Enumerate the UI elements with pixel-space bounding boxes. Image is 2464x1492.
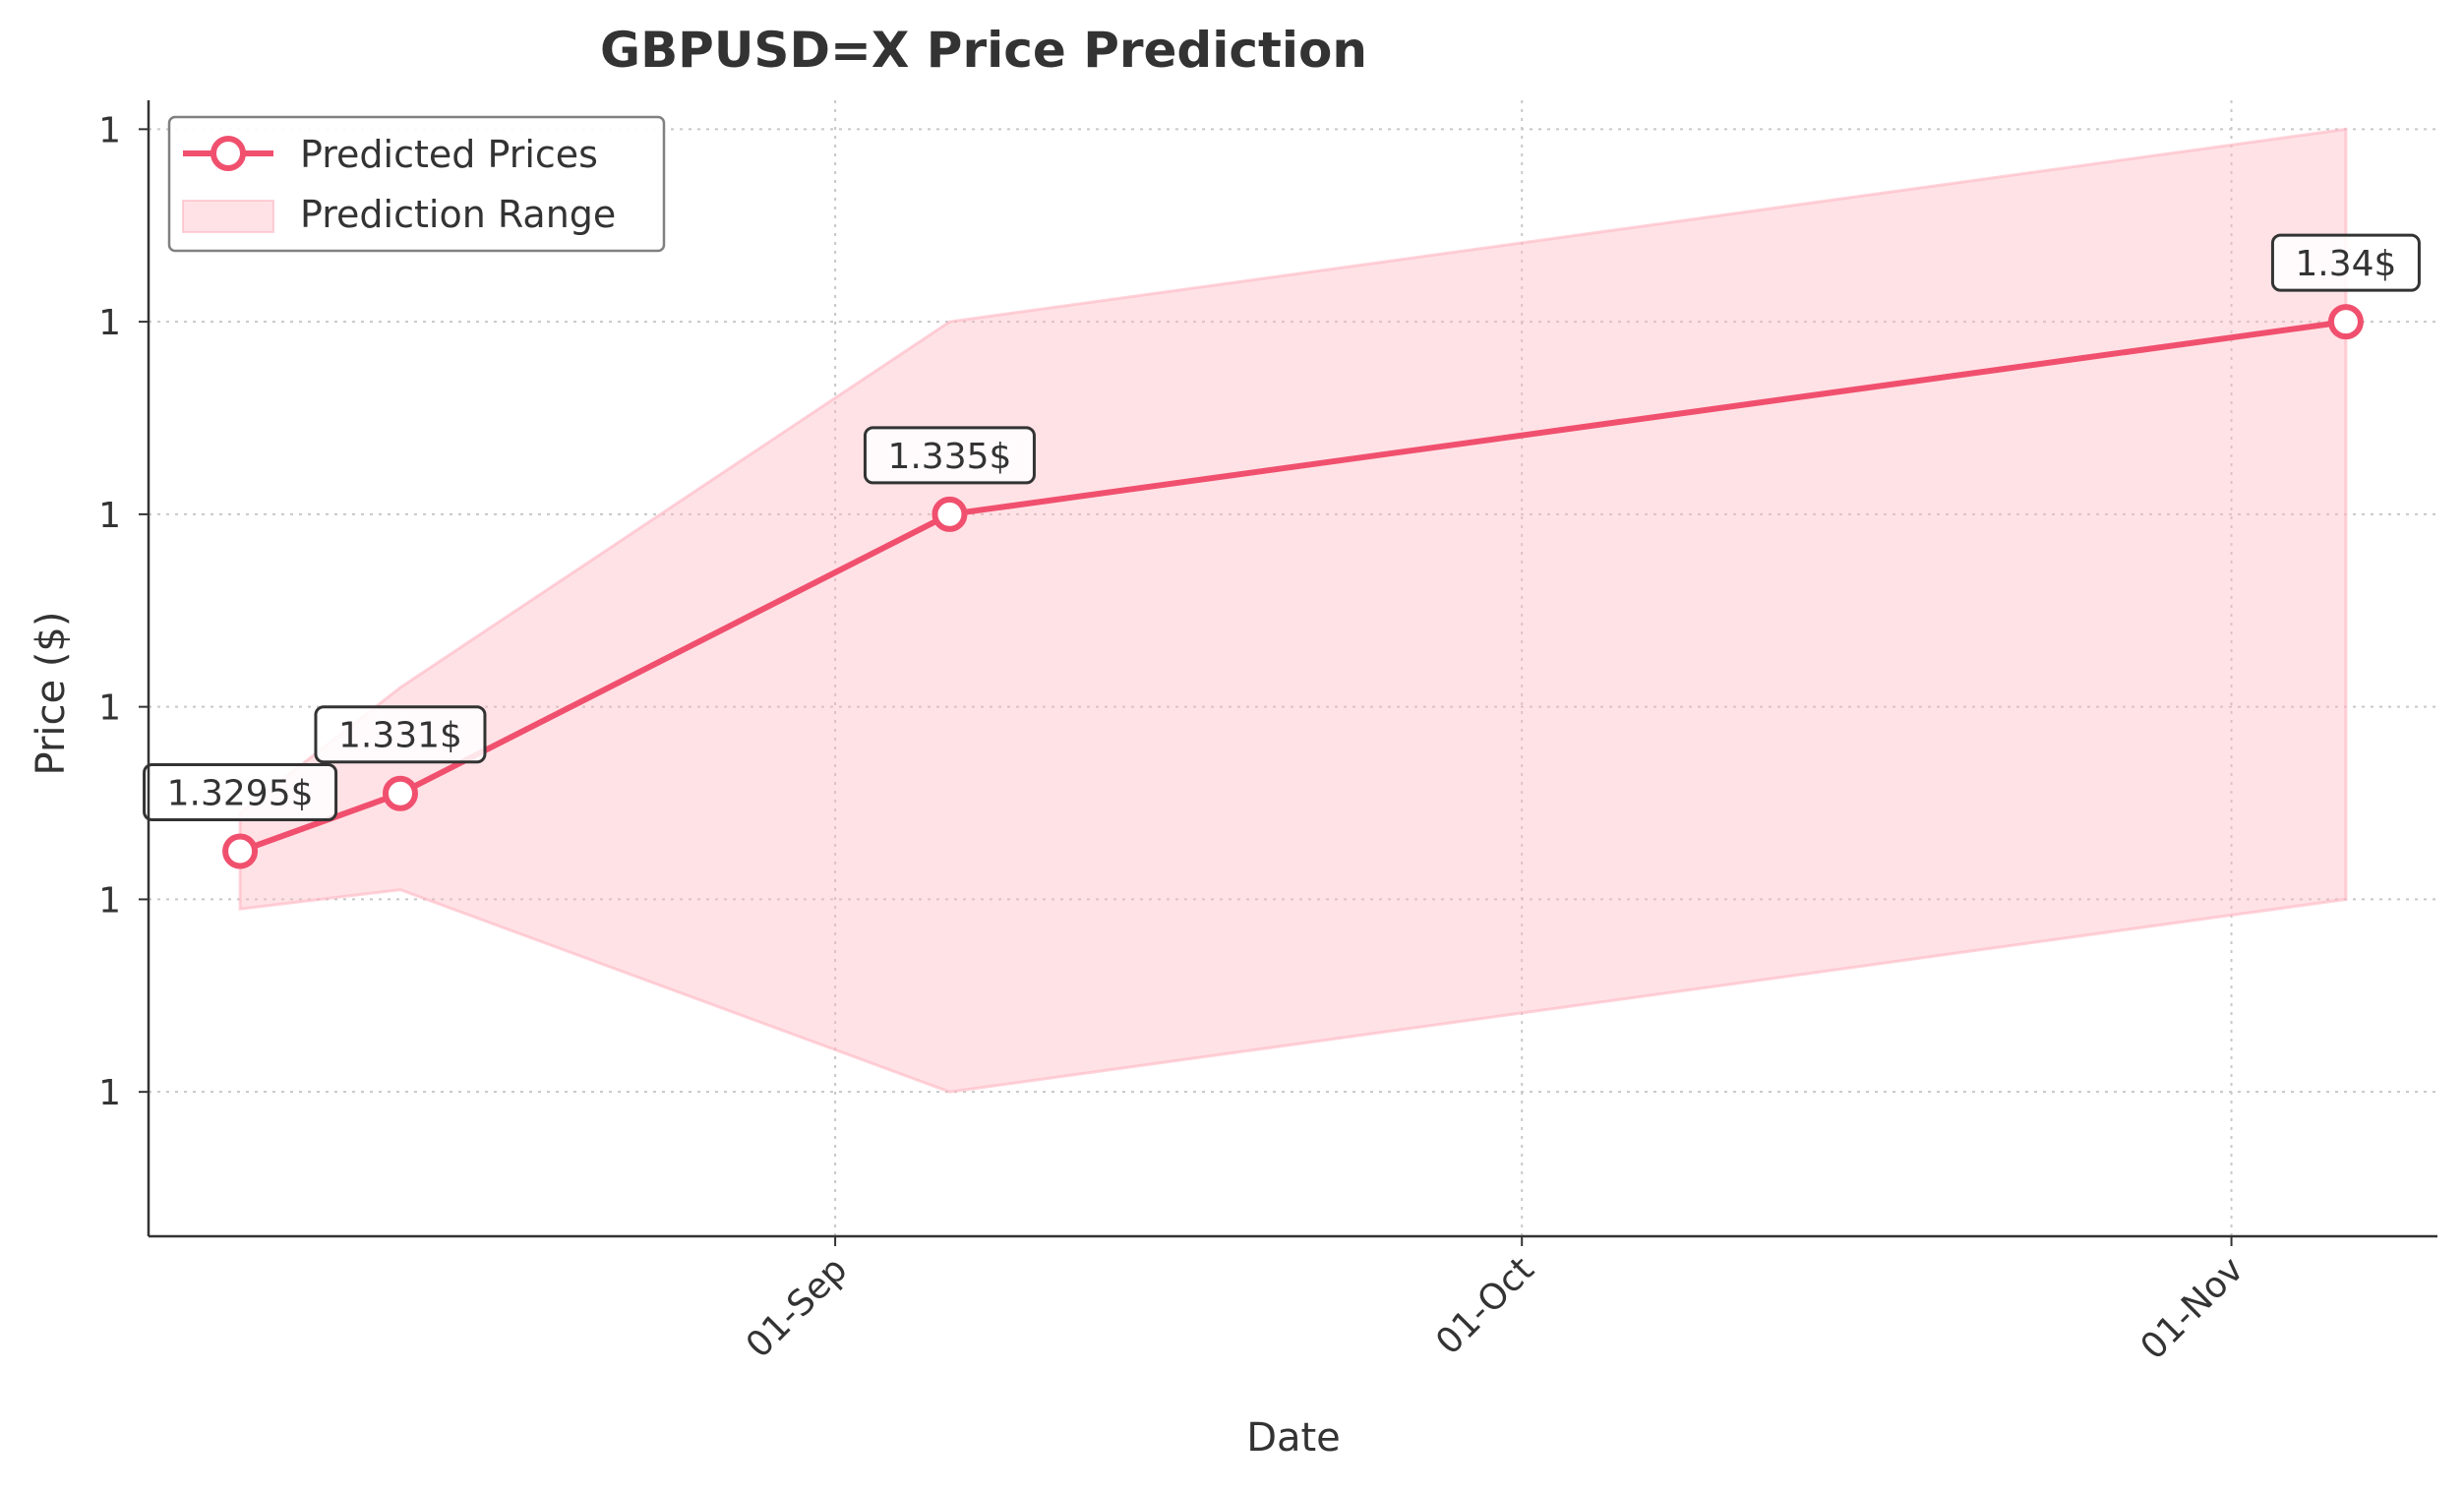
data-point xyxy=(222,833,259,869)
data-point xyxy=(932,496,968,532)
legend-label-prediction-range: Prediction Range xyxy=(300,193,616,236)
y-tick-label: 1 xyxy=(98,496,121,536)
y-tick-label: 1 xyxy=(98,688,121,729)
y-tick-label: 1 xyxy=(98,1073,121,1113)
y-tick-label: 1 xyxy=(98,303,121,343)
legend-marker-icon xyxy=(210,136,246,171)
predicted-prices-line xyxy=(239,319,2347,855)
chart-title: GBPUSD=X Price Prediction xyxy=(600,22,1367,79)
y-tick-label: 1 xyxy=(98,110,121,150)
grid-lines xyxy=(149,100,2437,1236)
data-label-text: 1.331$ xyxy=(338,716,462,756)
data-label: 1.34$ xyxy=(2270,233,2421,292)
x-tick-label: 01-Oct xyxy=(1428,1249,1541,1362)
data-label-box xyxy=(314,705,487,764)
data-label: 1.331$ xyxy=(314,705,487,764)
prediction-range-area xyxy=(238,127,2348,1094)
data-label: 1.3295$ xyxy=(143,762,338,821)
data-label-text: 1.335$ xyxy=(887,437,1011,477)
data-label-box xyxy=(863,426,1036,485)
x-axis-label: Date xyxy=(1246,1415,1341,1461)
legend-box xyxy=(167,115,666,253)
legend-area-icon xyxy=(182,200,274,233)
axes xyxy=(139,100,2437,1246)
prediction-range-layer xyxy=(238,127,2348,1094)
data-label-box xyxy=(2270,233,2421,292)
data-label-box xyxy=(143,762,338,821)
data-points-layer xyxy=(222,304,2364,869)
x-tick-label: 01-Nov xyxy=(2133,1249,2252,1367)
data-labels-layer: 1.3295$ 1.331$ 1.335$ 1.34$ xyxy=(143,233,2421,821)
legend-label-predicted-prices: Predicted Prices xyxy=(300,133,598,176)
data-point xyxy=(2327,304,2364,340)
y-tick-label: 1 xyxy=(98,880,121,921)
data-label-text: 1.34$ xyxy=(2295,244,2396,284)
y-axis-label: Price ($) xyxy=(29,612,74,776)
data-label-text: 1.3295$ xyxy=(167,773,314,813)
x-tick-label: 01-Sep xyxy=(739,1249,856,1366)
legend: Predicted Prices Prediction Range xyxy=(167,115,666,253)
data-point xyxy=(382,775,418,811)
predicted-prices-layer xyxy=(239,319,2347,855)
data-label: 1.335$ xyxy=(863,426,1036,485)
